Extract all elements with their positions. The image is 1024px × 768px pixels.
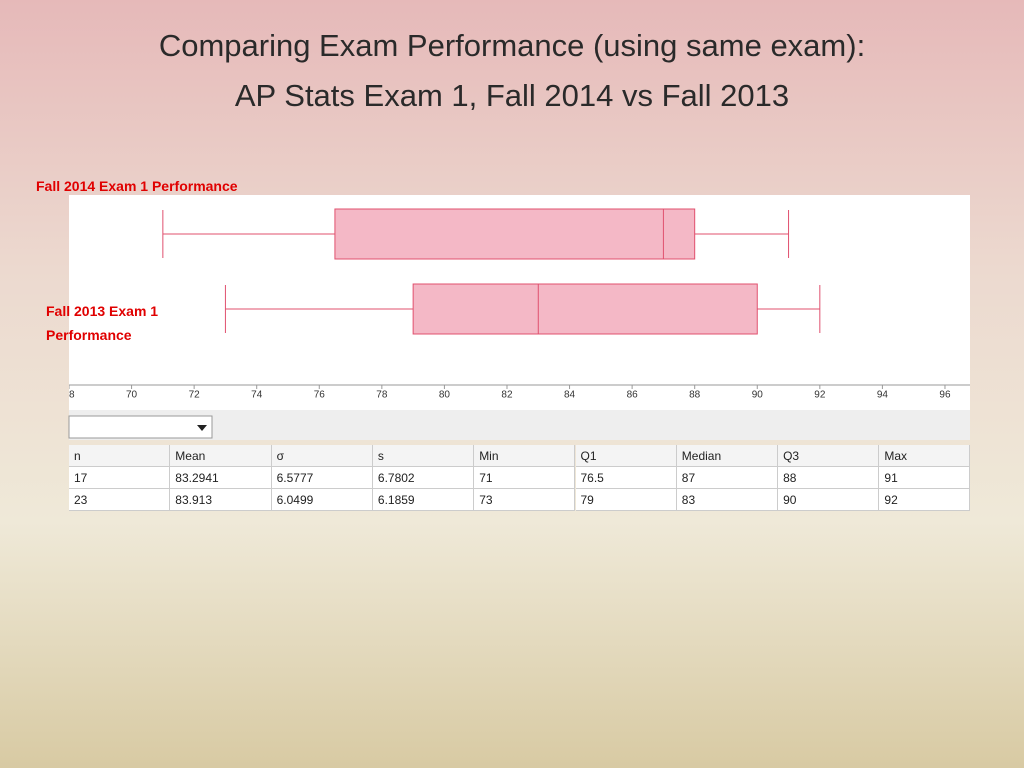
x-tick-label: 70	[126, 390, 138, 401]
x-tick-label: 72	[189, 390, 201, 401]
box	[412, 283, 758, 335]
column-header: Q3	[778, 445, 880, 467]
toolbar	[69, 410, 970, 440]
table-cell: 6.7802	[372, 467, 475, 489]
x-tick-label: 78	[376, 390, 388, 401]
axis-area	[69, 385, 970, 410]
series-label: Fall 2013 Exam 1 Performance	[46, 303, 159, 343]
table-cell: 17	[69, 467, 171, 489]
table-cell: 23	[69, 489, 171, 511]
slide-title: Comparing Exam Performance (using same e…	[158, 28, 866, 63]
table-cell: 83.913	[170, 489, 272, 511]
table-cell: 88	[778, 467, 880, 489]
table-cell: 79	[575, 489, 677, 511]
table-cell: 92	[879, 489, 970, 511]
column-header: σ	[271, 445, 373, 467]
dropdown[interactable]	[68, 415, 213, 439]
column-header: s	[372, 445, 475, 467]
table-cell: 83.2941	[170, 467, 272, 489]
x-tick-label: 82	[501, 390, 513, 401]
series-label: Fall 2014 Exam 1 Performance	[36, 178, 238, 194]
table-cell: 73	[474, 489, 576, 511]
table-cell: 90	[778, 489, 880, 511]
table-cell: 71	[474, 467, 576, 489]
x-tick-label: 68	[63, 390, 75, 401]
x-tick-label: 88	[689, 390, 701, 401]
x-tick-label: 86	[627, 390, 639, 401]
x-tick-label: 92	[814, 390, 826, 401]
table-cell: 91	[879, 467, 970, 489]
x-tick-label: 74	[251, 390, 263, 401]
slide-subtitle: AP Stats Exam 1, Fall 2014 vs Fall 2013	[234, 78, 790, 113]
table-cell: 6.5777	[271, 467, 373, 489]
column-header: Min	[474, 445, 576, 467]
x-tick-label: 96	[939, 390, 951, 401]
column-header: Max	[879, 445, 970, 467]
x-tick-label: 84	[564, 390, 576, 401]
x-tick-label: 94	[877, 390, 889, 401]
table-cell: 87	[676, 467, 779, 489]
column-header: Median	[676, 445, 779, 467]
column-header: n	[69, 445, 171, 467]
dropdown-arrow	[197, 425, 207, 431]
x-tick-label: 76	[314, 390, 326, 401]
x-tick-label: 90	[752, 390, 764, 401]
column-header: Q1	[575, 445, 677, 467]
column-header: Mean	[170, 445, 272, 467]
x-tick-label: 80	[439, 390, 451, 401]
table-cell: 6.1859	[372, 489, 475, 511]
box	[334, 208, 696, 260]
table-cell: 83	[676, 489, 779, 511]
table-cell: 76.5	[575, 467, 677, 489]
table-cell: 6.0499	[271, 489, 373, 511]
